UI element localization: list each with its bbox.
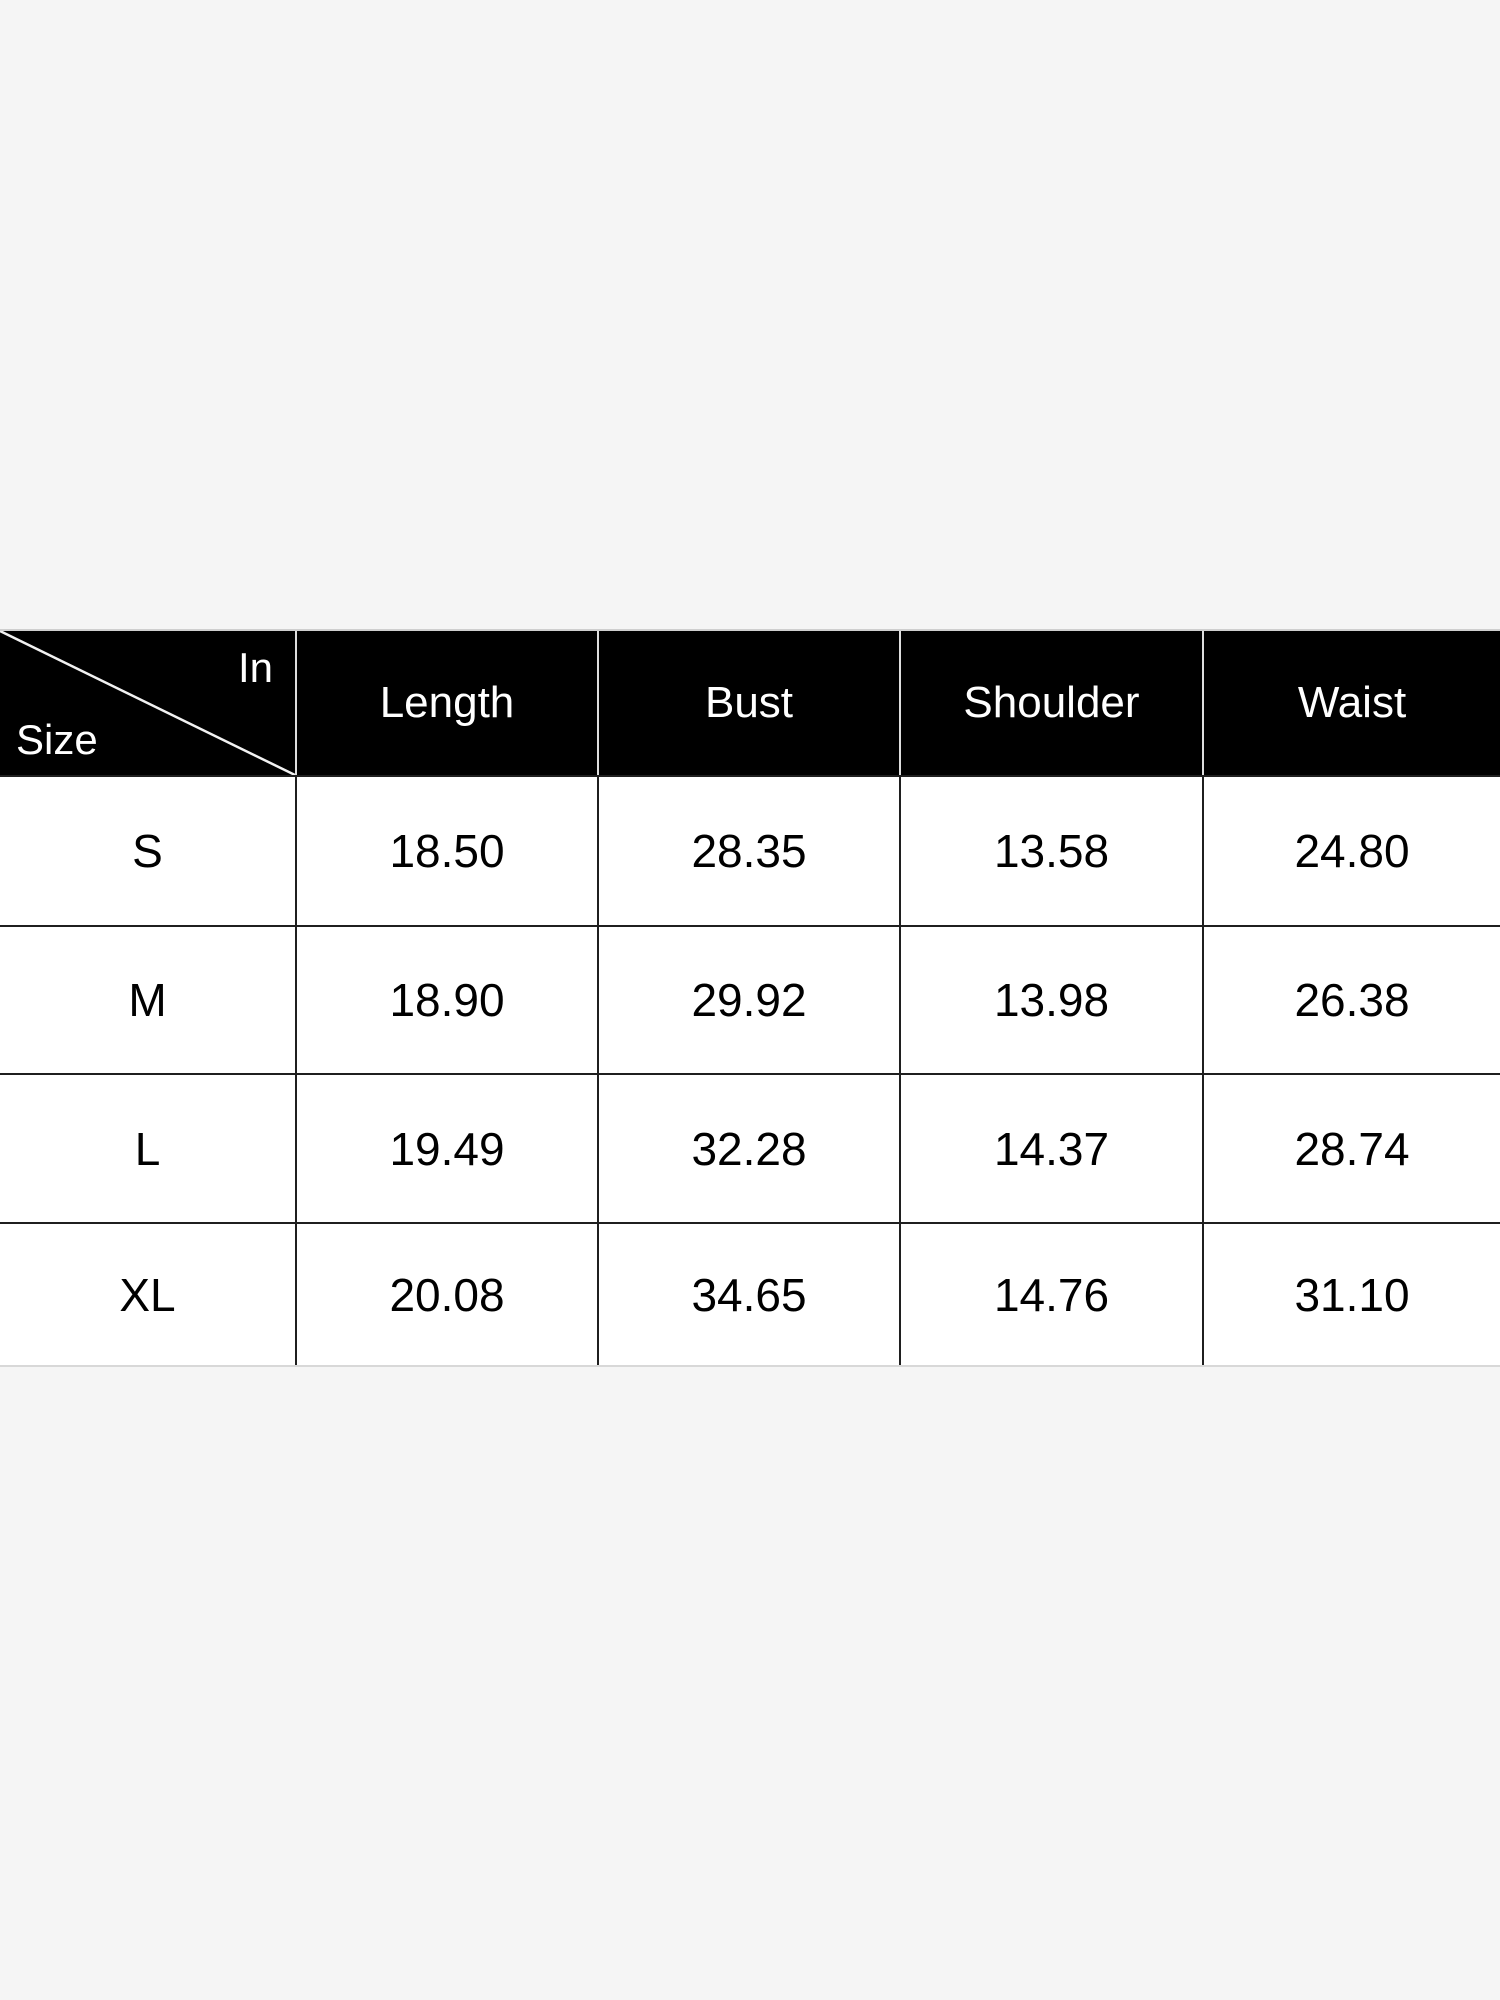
cell-m-waist: 26.38 bbox=[1204, 925, 1500, 1073]
cell-xl-waist: 31.10 bbox=[1204, 1222, 1500, 1365]
cell-xl-length: 20.08 bbox=[297, 1222, 599, 1365]
column-header-length: Length bbox=[297, 631, 599, 775]
cell-m-bust: 29.92 bbox=[599, 925, 901, 1073]
cell-m-length: 18.90 bbox=[297, 925, 599, 1073]
cell-s-length: 18.50 bbox=[297, 775, 599, 925]
cell-s-bust: 28.35 bbox=[599, 775, 901, 925]
cell-s-waist: 24.80 bbox=[1204, 775, 1500, 925]
cell-s-shoulder: 13.58 bbox=[901, 775, 1204, 925]
cell-m-shoulder: 13.98 bbox=[901, 925, 1204, 1073]
row-label-s: S bbox=[0, 775, 297, 925]
row-label-m: M bbox=[0, 925, 297, 1073]
cell-l-bust: 32.28 bbox=[599, 1073, 901, 1222]
cell-l-length: 19.49 bbox=[297, 1073, 599, 1222]
cell-l-shoulder: 14.37 bbox=[901, 1073, 1204, 1222]
diagonal-divider-line bbox=[0, 631, 295, 775]
column-header-waist: Waist bbox=[1204, 631, 1500, 775]
size-unit-corner-cell: In Size bbox=[0, 631, 297, 775]
cell-xl-bust: 34.65 bbox=[599, 1222, 901, 1365]
row-label-xl: XL bbox=[0, 1222, 297, 1365]
unit-label: In bbox=[237, 644, 273, 691]
column-header-bust: Bust bbox=[599, 631, 901, 775]
axis-label: Size bbox=[16, 716, 98, 763]
row-label-l: L bbox=[0, 1073, 297, 1222]
cell-xl-shoulder: 14.76 bbox=[901, 1222, 1204, 1365]
size-chart-table: In Size Length Bust Shoulder Waist S 18.… bbox=[0, 629, 1500, 1367]
cell-l-waist: 28.74 bbox=[1204, 1073, 1500, 1222]
column-header-shoulder: Shoulder bbox=[901, 631, 1204, 775]
